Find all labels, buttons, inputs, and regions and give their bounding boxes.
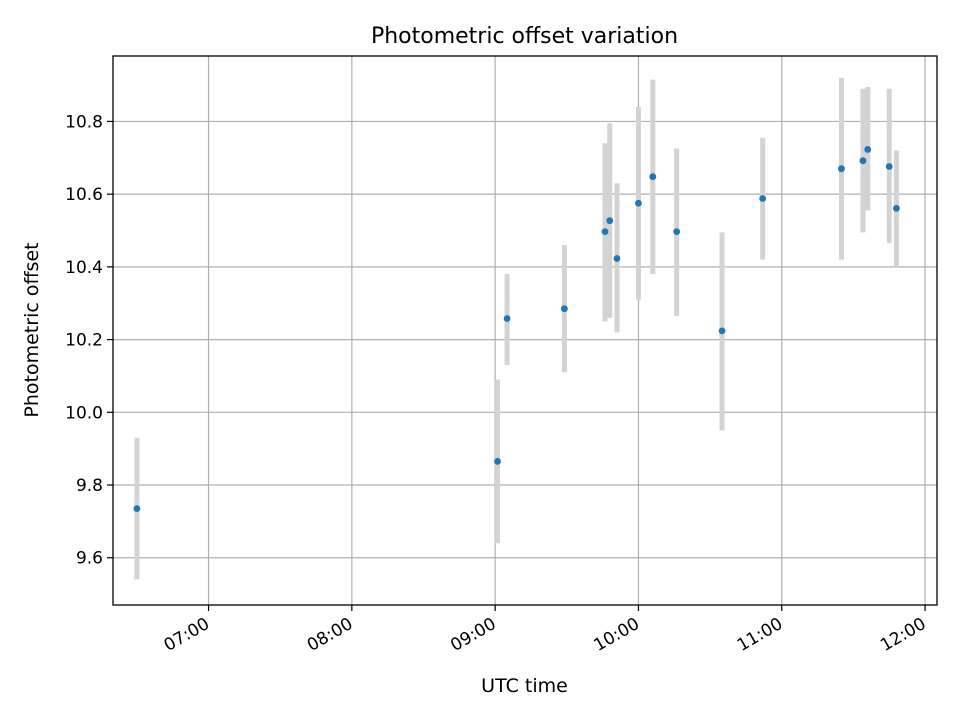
data-point-marker <box>718 327 726 335</box>
data-point-marker <box>649 173 657 181</box>
data-point-marker <box>133 505 141 513</box>
y-tick-label: 10.0 <box>65 403 103 423</box>
y-tick-label: 10.2 <box>65 331 103 351</box>
data-point-marker <box>606 217 614 225</box>
data-point-marker <box>561 305 568 313</box>
data-point-marker <box>635 199 642 207</box>
data-point-marker <box>613 255 621 262</box>
y-tick-label: 10.4 <box>65 258 103 278</box>
y-tick-label: 10.8 <box>65 112 103 132</box>
y-tick-label: 9.8 <box>76 476 103 496</box>
grid-lines <box>113 56 937 605</box>
y-tick-label: 10.6 <box>65 185 103 205</box>
data-point-marker <box>601 228 609 236</box>
data-point-marker <box>864 146 872 153</box>
data-point-marker <box>673 228 681 236</box>
plot-area-frame <box>112 55 938 606</box>
data-point-marker <box>838 165 845 173</box>
x-axis-label: UTC time <box>481 675 568 697</box>
data-points <box>133 146 900 513</box>
data-point-marker <box>892 204 900 212</box>
chart-title: Photometric offset variation <box>371 24 678 49</box>
data-point-marker <box>885 163 893 170</box>
data-point-marker <box>859 157 867 165</box>
y-axis-label: Photometric offset <box>21 242 43 417</box>
y-tick-label: 9.6 <box>76 549 103 569</box>
data-point-marker <box>494 457 501 465</box>
data-point-marker <box>503 315 511 322</box>
data-point-marker <box>759 195 767 202</box>
